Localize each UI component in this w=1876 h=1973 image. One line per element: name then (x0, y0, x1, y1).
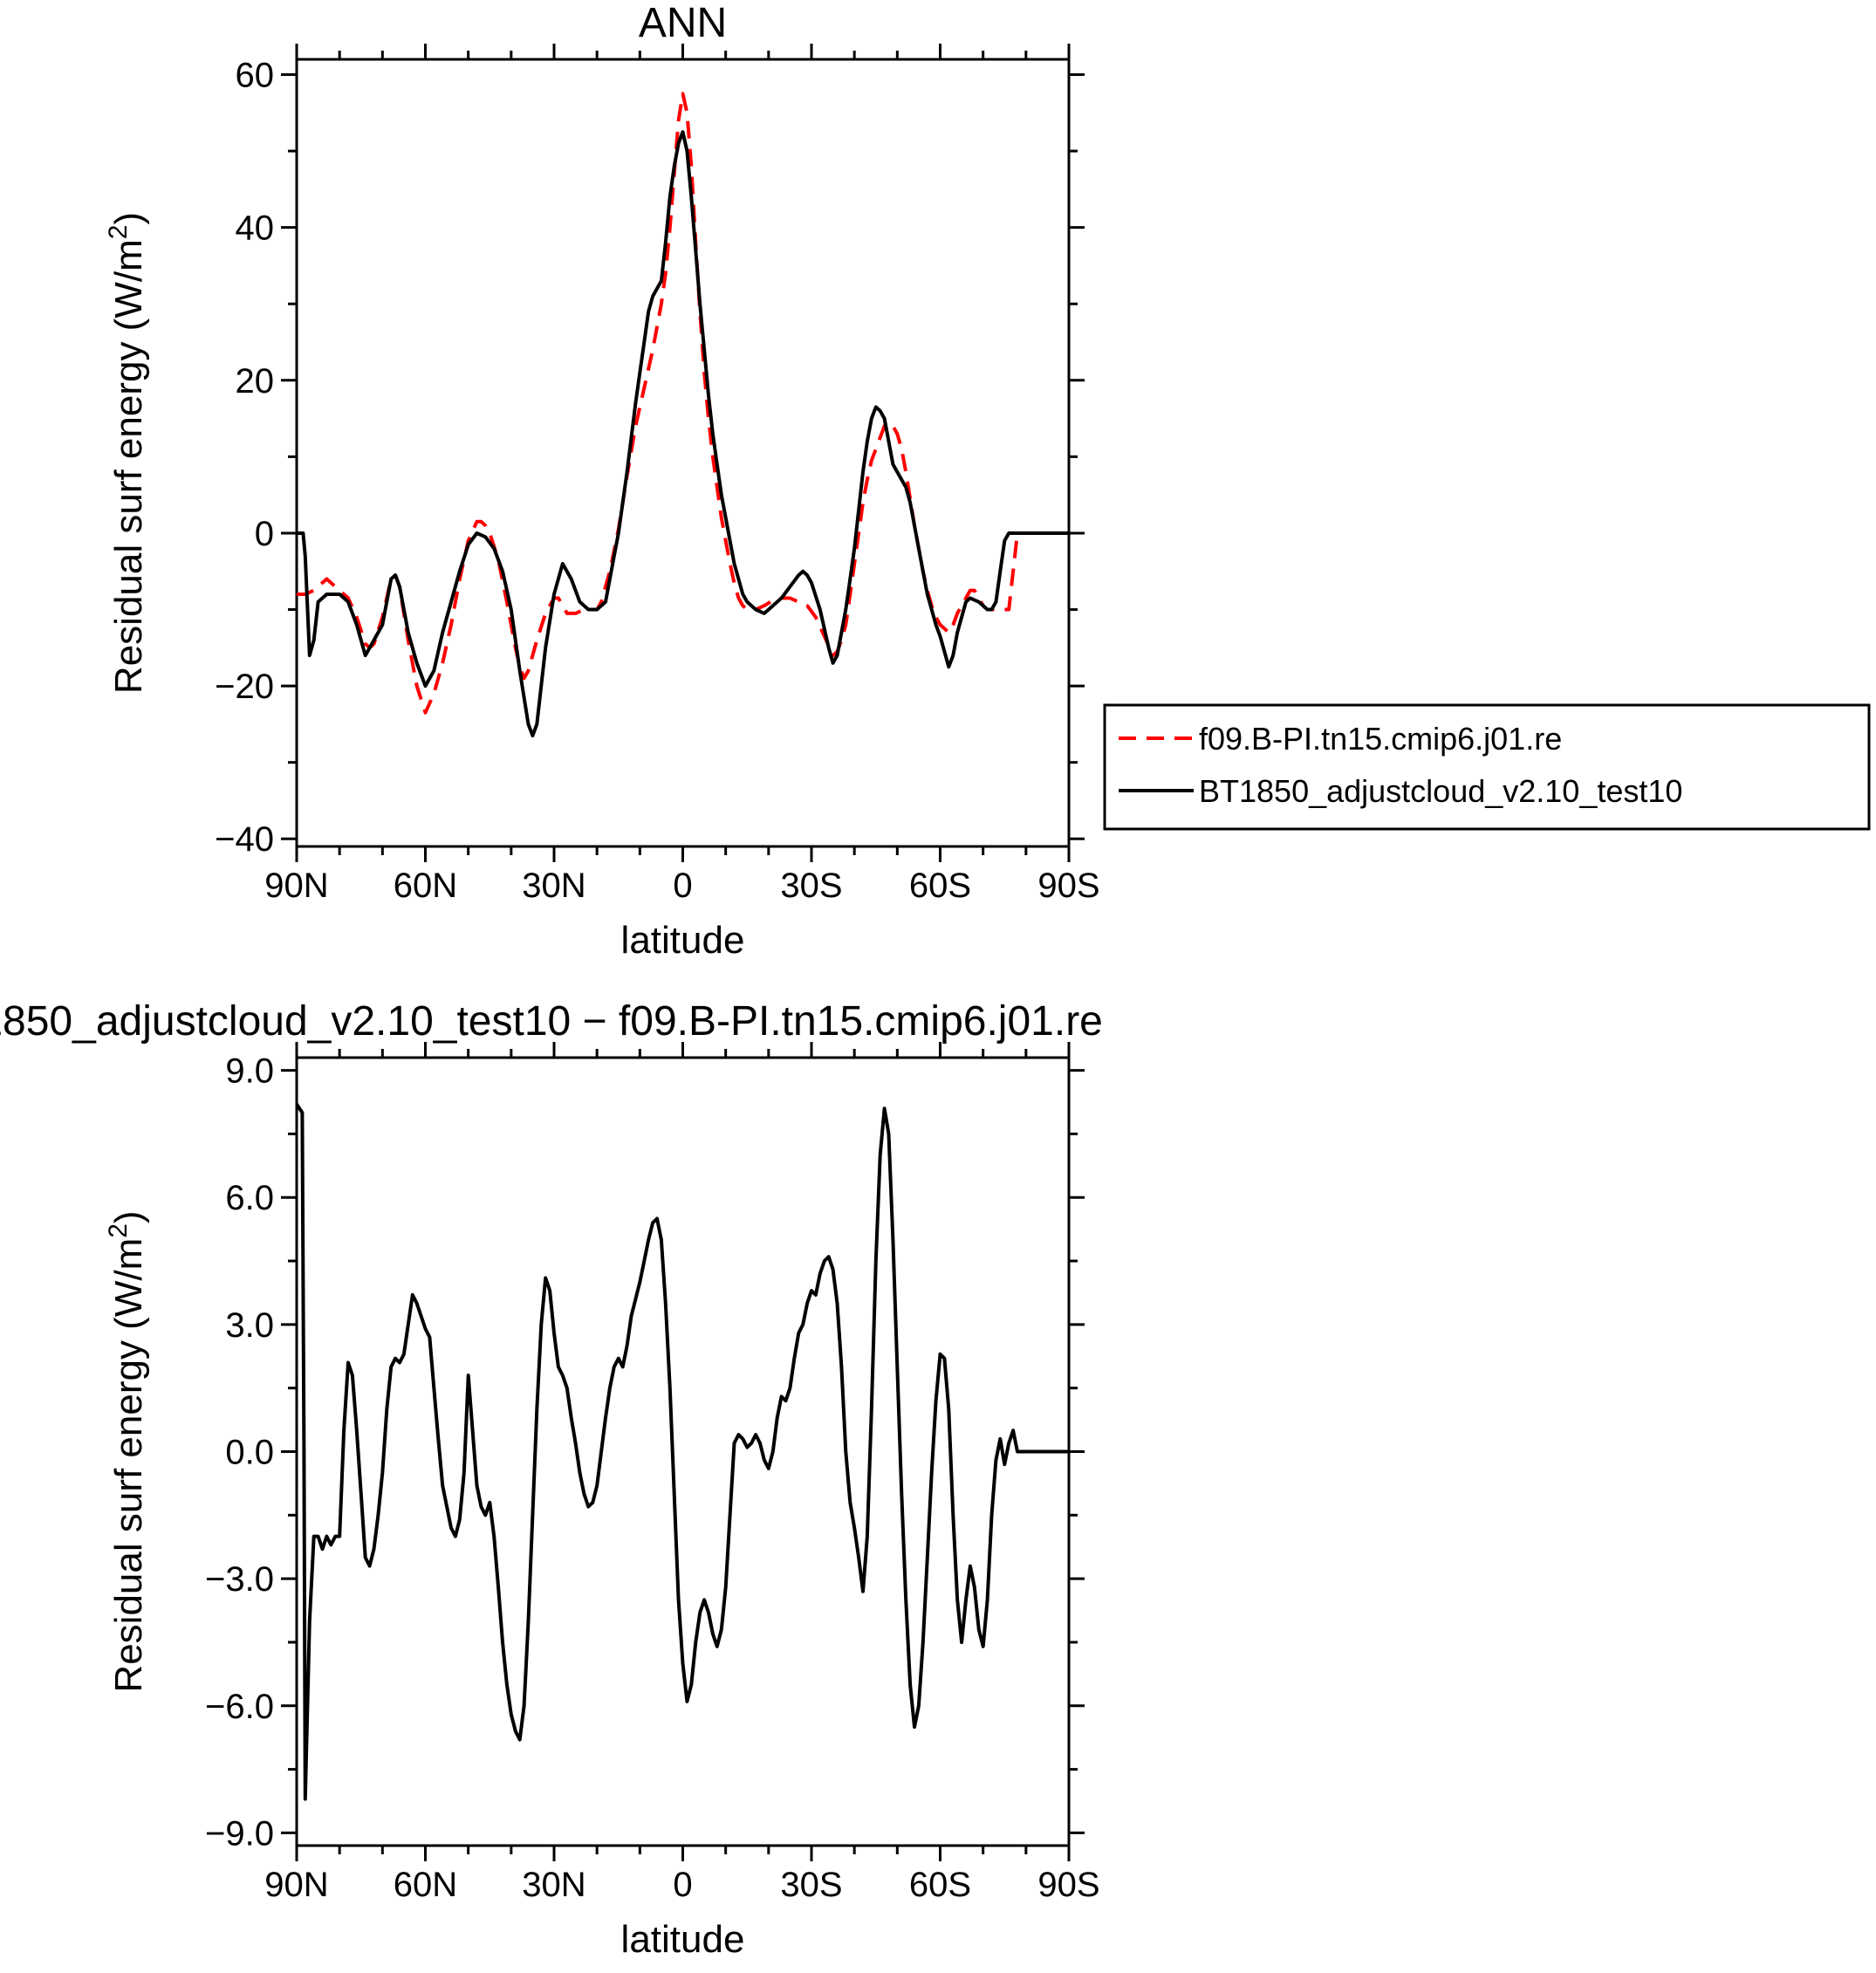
x-axis-label: latitude (621, 919, 745, 962)
y-tick-label: 0.0 (225, 1434, 274, 1472)
y-tick-label: −6.0 (205, 1688, 274, 1726)
plot-frame (295, 58, 1071, 848)
y-tick-label: 6.0 (225, 1179, 274, 1217)
y-tick-label: 3.0 (225, 1306, 274, 1345)
y-tick-label: 0 (255, 515, 274, 553)
y-tick-label: −3.0 (205, 1560, 274, 1599)
x-tick-label: 30S (780, 867, 842, 905)
y-tick-label: −20 (215, 668, 274, 706)
legend-box (1103, 703, 1871, 831)
chart-title-ann: ANN (639, 0, 727, 46)
x-tick-label: 30N (522, 867, 585, 905)
x-tick-label: 60N (394, 867, 457, 905)
x-tick-label: 0 (673, 867, 692, 905)
x-axis-label: latitude (621, 1918, 745, 1961)
y-tick-label: 60 (236, 57, 275, 95)
y-axis-label: Residual surf energy (W/m2) (104, 1210, 150, 1692)
x-tick-label: 60S (909, 867, 971, 905)
y-tick-label: −40 (215, 820, 274, 859)
legend: f09.B-PI.tn15.cmip6.j01.re BT1850_adjustc… (1103, 703, 1871, 831)
y-tick-label: 20 (236, 362, 275, 401)
x-tick-label: 90S (1037, 867, 1099, 905)
x-tick-label: 60S (909, 1866, 971, 1904)
chart-ann: 90N 60N 30N 0 30S 60S 90S 60 40 20 0 −20 −40 ANN latit… (104, 0, 1100, 962)
x-tick-label: 30S (780, 1866, 842, 1904)
x-tick-label: 30N (522, 1866, 585, 1904)
legend-entry-label-bt1850: BT1850_adjustcloud_v2.10_test10 (1199, 773, 1682, 809)
chart-title-diff: BT1850_adjustcloud_v2.10_test10 − f09.B-… (0, 998, 1103, 1045)
series-line-diff (297, 1103, 1069, 1801)
y-axis-label: Residual surf energy (W/m2) (104, 212, 150, 694)
y-tick-label: −9.0 (205, 1814, 274, 1853)
series-line-f09 (297, 92, 1069, 715)
x-tick-label: 90N (264, 1866, 328, 1904)
legend-entry-label-f09: f09.B-PI.tn15.cmip6.j01.re (1199, 721, 1562, 757)
x-tick-label: 90N (264, 867, 328, 905)
x-tick-label: 0 (673, 1866, 692, 1904)
chart-diff: 90N 60N 30N 0 30S 60S 90S 9.0 6.0 3.0 0.0 −3.0 −6.0 −… (0, 998, 1103, 1961)
series-line-bt1850 (297, 130, 1069, 737)
plot-frame (295, 1056, 1071, 1847)
x-tick-label: 60N (394, 1866, 457, 1904)
x-tick-label: 90S (1037, 1866, 1099, 1904)
y-tick-label: 9.0 (225, 1052, 274, 1091)
y-tick-label: 40 (236, 209, 275, 248)
